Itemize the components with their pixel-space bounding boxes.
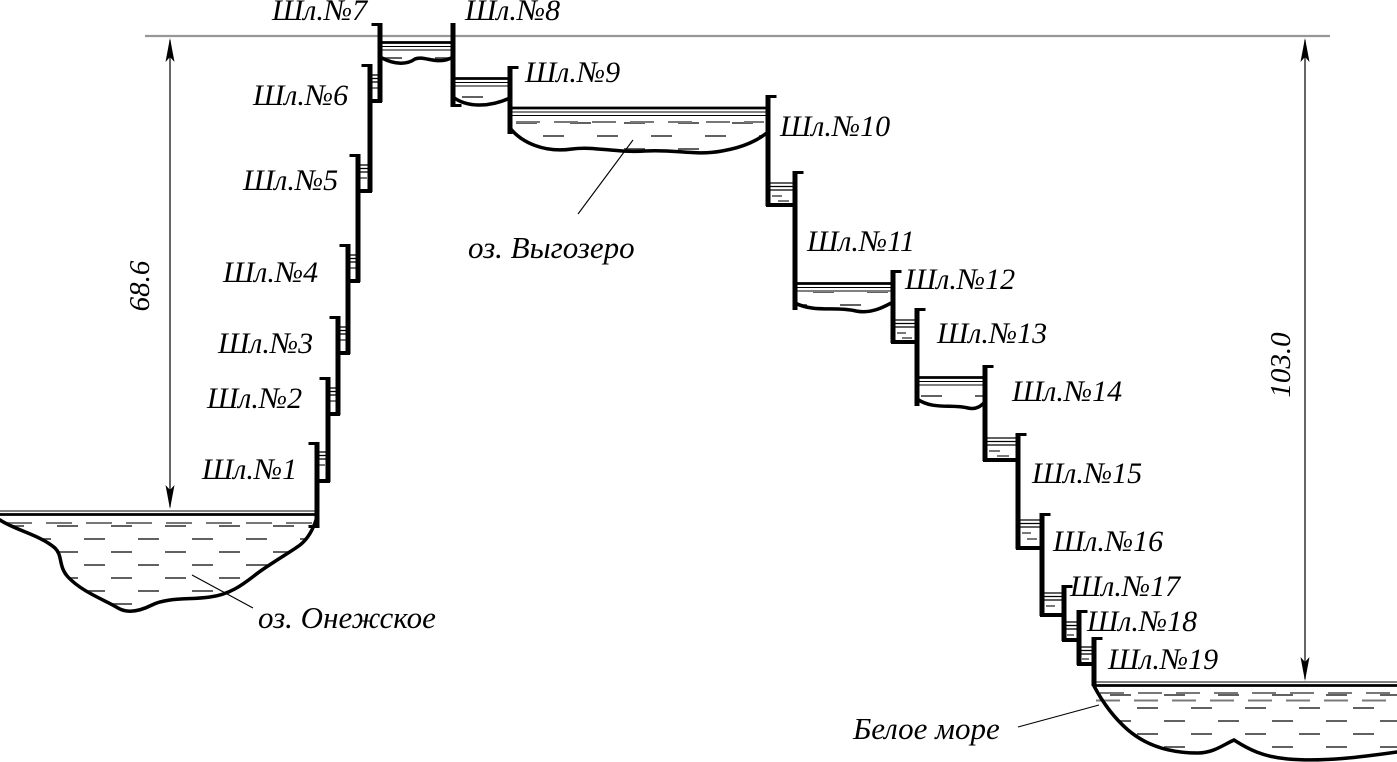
lock-2-label: Шл.№2 [206, 382, 302, 415]
white-sea-leader-line [1017, 704, 1100, 728]
summit-pond-water [378, 41, 455, 65]
lake-bottom-curve [0, 515, 319, 614]
reach-bottom-curve [793, 300, 895, 314]
lock-6-label: Шл.№6 [252, 79, 348, 112]
water-hatch-fill [795, 292, 893, 312]
water-hatch-fill [453, 88, 510, 106]
lock-16-label: Шл.№16 [1052, 525, 1163, 558]
lake-vygozero-water [508, 106, 770, 155]
lock-4-gate [339, 244, 351, 354]
right-drop-value: 103.0 [1265, 332, 1297, 398]
lake-vygozero-label: оз. Выгозеро [468, 230, 635, 265]
lock-17-gate [1061, 585, 1073, 641]
sea-bottom-curve [1092, 684, 1397, 762]
lock-7-label: Шл.№7 [271, 0, 369, 27]
lake-onega-water [0, 510, 319, 614]
lock-chambers [315, 74, 1096, 666]
lock-5-label: Шл.№5 [242, 164, 338, 197]
lake-onega-label: оз. Онежское [258, 600, 436, 635]
right-dimension: 103.0 [1265, 38, 1310, 681]
lock-9-gate [507, 66, 519, 134]
lock-labels: Шл.№1 Шл.№2 Шл.№3 Шл.№4 Шл.№5 Шл.№6 Шл.№… [201, 0, 1218, 676]
lock-18-label: Шл.№18 [1086, 605, 1197, 638]
lock-19-label: Шл.№19 [1107, 643, 1218, 676]
left-dimension: 68.6 [124, 38, 175, 509]
reach-bottom-curve [915, 397, 987, 411]
lock-16-gate [1039, 513, 1051, 616]
water-hatch-fill [510, 117, 768, 153]
lock-15-label: Шл.№15 [1031, 457, 1142, 490]
lock-19-gate [1091, 637, 1103, 686]
lock-11-gate [792, 171, 804, 310]
lock-15-chamber [1016, 519, 1044, 550]
lock-10-gate [765, 95, 777, 206]
arrowhead-down-icon [165, 485, 175, 509]
reach-bottom-curve [451, 95, 512, 107]
lock-3-label: Шл.№3 [217, 327, 313, 360]
lock-6-gate [361, 64, 373, 192]
lock-1-label: Шл.№1 [201, 453, 297, 486]
lock-3-gate [329, 316, 341, 415]
pond-bottom-curve [378, 55, 455, 65]
lake-bottom-curve [508, 126, 770, 155]
lock-14-gate [982, 365, 994, 461]
lock-12-gate [890, 270, 902, 343]
lock-7-gate [371, 23, 383, 102]
onega-leader-line [191, 574, 254, 609]
water-hatch-fill [0, 517, 317, 612]
lock-13-label: Шл.№13 [936, 317, 1047, 350]
white-sea-water [1092, 681, 1397, 762]
lock-10-label: Шл.№10 [779, 110, 890, 143]
lock-10-chamber [766, 182, 797, 207]
lock-8-gate [450, 23, 462, 107]
lock-13-gate [914, 308, 926, 406]
lock-14-label: Шл.№14 [1011, 375, 1122, 408]
lock-12-chamber [891, 319, 919, 344]
lock-14-chamber [983, 437, 1020, 462]
arrowhead-up-icon [1300, 38, 1310, 62]
lock-18-gate [1076, 610, 1088, 665]
reach-8-9-water [451, 77, 512, 107]
reach-11-12-water [793, 282, 895, 314]
lock-5-gate [349, 154, 361, 282]
lock-1-gate [308, 442, 320, 528]
lock-2-gate [319, 377, 331, 482]
water-hatch-fill [1094, 686, 1397, 760]
lock-17-label: Шл.№17 [1069, 570, 1182, 603]
lock-15-gate [1015, 433, 1027, 549]
left-drop-value: 68.6 [124, 260, 156, 311]
reach-13-14-water [915, 376, 987, 411]
water-hatch-fill [917, 386, 985, 409]
lock-12-label: Шл.№12 [904, 263, 1015, 296]
lock-4-label: Шл.№4 [222, 256, 318, 289]
vygozero-leader-line [577, 139, 634, 215]
white-sea-label: Белое море [852, 711, 1000, 746]
arrowhead-down-icon [1300, 657, 1310, 681]
lock-9-label: Шл.№9 [524, 56, 620, 89]
lock-11-label: Шл.№11 [806, 225, 915, 258]
lock-gates [308, 23, 1103, 686]
arrowhead-up-icon [165, 38, 175, 62]
lock-8-label: Шл.№8 [464, 0, 560, 27]
